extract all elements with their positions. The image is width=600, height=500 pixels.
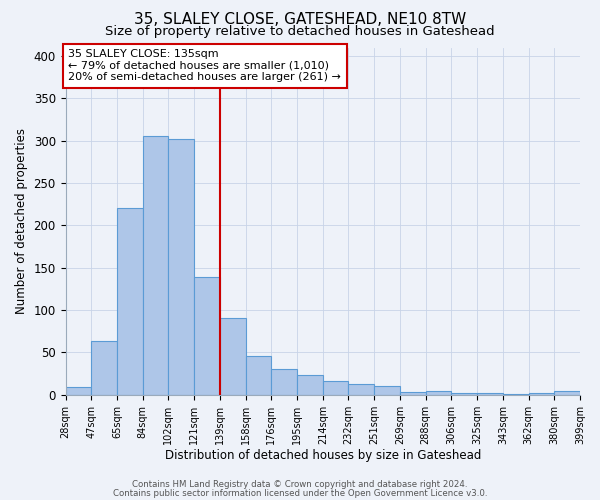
Bar	[425, 390, 451, 395]
Bar	[477, 393, 503, 395]
Bar	[220, 318, 245, 395]
Bar	[271, 368, 297, 395]
Text: Size of property relative to detached houses in Gateshead: Size of property relative to detached ho…	[105, 25, 495, 38]
Text: Contains public sector information licensed under the Open Government Licence v3: Contains public sector information licen…	[113, 488, 487, 498]
Bar	[451, 393, 477, 395]
Bar	[65, 387, 91, 395]
Bar	[117, 208, 143, 395]
Bar	[245, 356, 271, 395]
Y-axis label: Number of detached properties: Number of detached properties	[15, 128, 28, 314]
Bar	[529, 393, 554, 395]
Bar	[194, 277, 220, 395]
Bar	[143, 136, 169, 395]
Text: 35 SLALEY CLOSE: 135sqm
← 79% of detached houses are smaller (1,010)
20% of semi: 35 SLALEY CLOSE: 135sqm ← 79% of detache…	[68, 49, 341, 82]
Bar	[169, 139, 194, 395]
X-axis label: Distribution of detached houses by size in Gateshead: Distribution of detached houses by size …	[164, 450, 481, 462]
Bar	[349, 384, 374, 395]
Bar	[91, 342, 117, 395]
Text: Contains HM Land Registry data © Crown copyright and database right 2024.: Contains HM Land Registry data © Crown c…	[132, 480, 468, 489]
Text: 35, SLALEY CLOSE, GATESHEAD, NE10 8TW: 35, SLALEY CLOSE, GATESHEAD, NE10 8TW	[134, 12, 466, 28]
Bar	[374, 386, 400, 395]
Bar	[323, 382, 349, 395]
Bar	[554, 392, 580, 395]
Bar	[400, 392, 425, 395]
Bar	[503, 394, 529, 395]
Bar	[297, 376, 323, 395]
